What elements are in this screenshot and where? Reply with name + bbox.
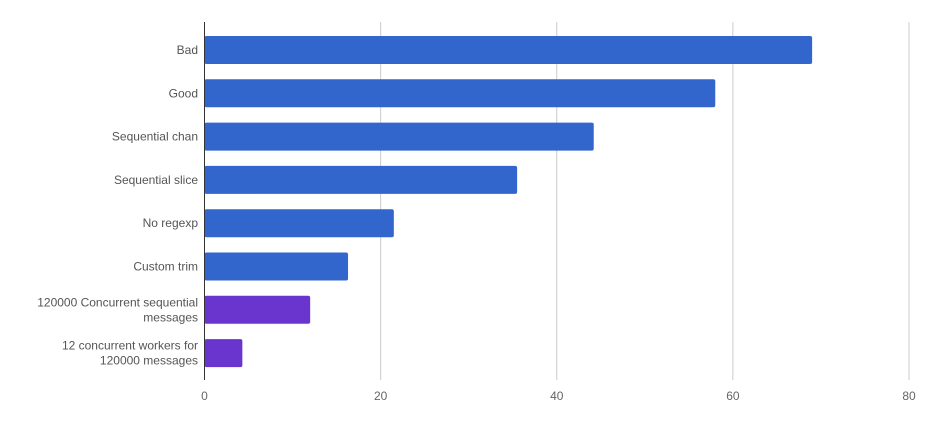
bars [204,36,813,368]
category-labels: Bad Good Sequential chan Sequential slice No… [37,43,198,368]
category-label-line: messages [143,310,198,324]
category-label-line: Sequential chan [112,130,198,144]
bar [204,36,813,64]
bar [204,295,311,324]
category-label-line: 12 concurrent workers for [62,339,198,353]
category-label-line: Sequential slice [114,173,198,187]
category-label: Sequential slice [114,173,198,187]
category-label: Bad [177,43,198,57]
category-label: Good [169,86,198,100]
bar [204,252,349,281]
x-tick-labels: 0 20 40 60 80 [201,389,916,403]
x-tick-label: 20 [374,389,388,403]
category-label: Sequential chan [112,130,198,144]
category-label: Custom trim [133,260,198,274]
bar [204,209,394,238]
category-label-line: No regexp [143,216,199,230]
bar [204,79,716,108]
category-label: 120000 Concurrent sequential messages [37,295,198,324]
category-label-line: 120000 Concurrent sequential [37,295,198,309]
bar [204,339,243,368]
category-label-line: Custom trim [133,260,198,274]
category-label-line: Bad [177,43,198,57]
category-label: 12 concurrent workers for 120000 messages [62,339,198,368]
x-tick-label: 80 [902,389,916,403]
bar [204,165,518,194]
x-tick-label: 40 [550,389,564,403]
bar [204,122,594,151]
category-label-line: 120000 messages [100,354,198,368]
x-tick-label: 0 [201,389,208,403]
category-label: No regexp [143,216,199,230]
gridlines [380,22,910,380]
category-label-line: Good [169,86,198,100]
x-tick-label: 60 [726,389,740,403]
